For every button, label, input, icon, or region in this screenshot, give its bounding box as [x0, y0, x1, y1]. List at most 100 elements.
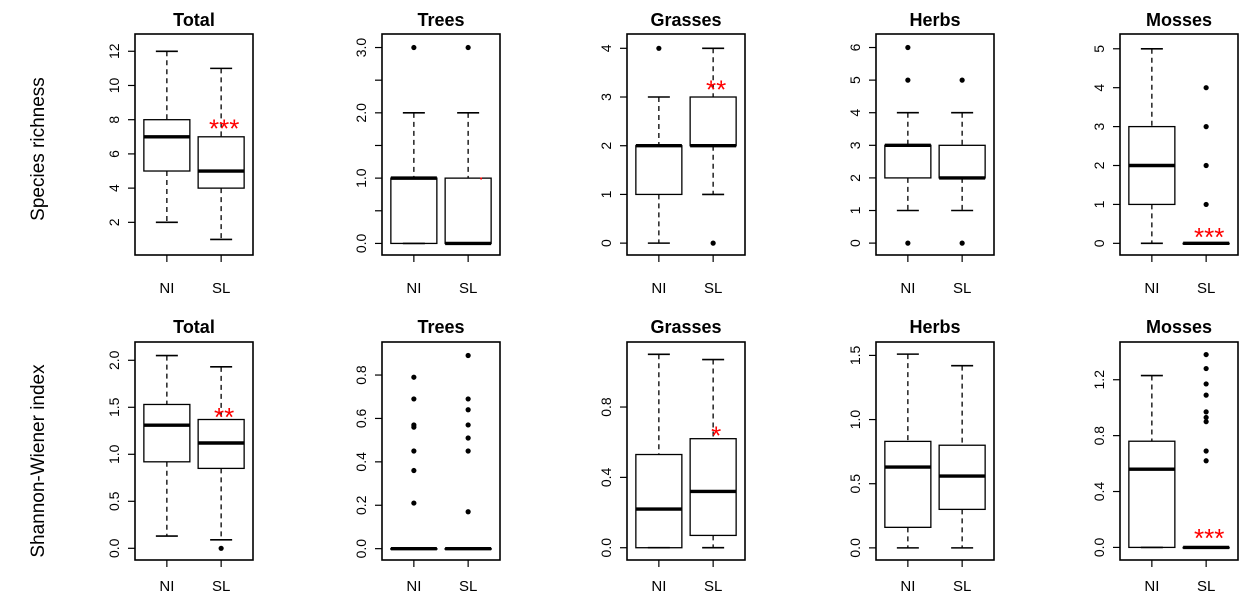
outlier-mosses-richness-sl [1203, 124, 1209, 130]
ytick-label-mosses-richness: 3 [1091, 122, 1107, 130]
category-label-total-richness-ni: NI [159, 280, 174, 297]
outlier-herbs-richness-ni [905, 44, 911, 51]
ytick-label-total-richness: 8 [106, 116, 122, 124]
category-label-herbs-richness-ni: NI [900, 280, 915, 297]
box-total-shannon-ni [143, 403, 191, 463]
ytick-label-total-shannon: 0.5 [106, 491, 122, 511]
panel-frame-mosses-richness [1119, 33, 1239, 256]
panel-title-total-shannon: Total [173, 317, 215, 337]
ytick-label-herbs-richness: 6 [847, 43, 863, 51]
outlier-mosses-shannon-sl [1203, 448, 1209, 454]
significance-marker-trees-richness-sl: . [479, 163, 484, 183]
panel-title-grasses-richness: Grasses [650, 10, 721, 30]
box-grasses-shannon-ni [635, 453, 683, 549]
ytick-label-trees-shannon: 0.8 [353, 365, 369, 385]
ytick-label-grasses-shannon: 0.0 [598, 538, 614, 558]
ytick-label-herbs-shannon: 0.5 [847, 474, 863, 494]
category-label-trees-richness-ni: NI [406, 280, 421, 297]
outlier-trees-shannon-sl [465, 407, 471, 413]
panel-frame-grasses-richness [626, 33, 746, 256]
outlier-mosses-shannon-sl [1203, 414, 1209, 421]
outlier-trees-shannon-ni [411, 448, 417, 454]
outlier-trees-shannon-sl [465, 352, 471, 359]
panel-title-grasses-shannon: Grasses [650, 317, 721, 337]
panel-frame-trees-richness [381, 33, 501, 256]
significance-marker-total-richness-sl: *** [209, 114, 239, 144]
significance-marker-grasses-shannon-sl: * [711, 420, 721, 450]
box-trees-richness-ni [390, 177, 438, 245]
ytick-label-herbs-richness: 3 [847, 141, 863, 149]
ytick-label-mosses-shannon: 0.8 [1091, 426, 1107, 446]
box-mosses-shannon-ni [1128, 440, 1176, 549]
ytick-label-trees-shannon: 0.6 [353, 409, 369, 429]
outlier-grasses-richness-ni [656, 45, 662, 51]
panel-frame-total-shannon [134, 341, 254, 561]
category-label-grasses-shannon-sl: SL [704, 578, 722, 595]
ytick-label-herbs-richness: 2 [847, 174, 863, 182]
ytick-label-total-richness: 4 [106, 184, 122, 192]
outlier-trees-shannon-ni [411, 500, 417, 506]
category-label-trees-shannon-sl: SL [459, 578, 477, 595]
outlier-herbs-richness-ni [905, 240, 911, 246]
outlier-trees-richness-sl [465, 44, 471, 51]
ytick-label-grasses-shannon: 0.8 [598, 397, 614, 417]
outlier-trees-shannon-ni [411, 467, 417, 474]
outlier-trees-shannon-sl [465, 422, 471, 428]
outlier-trees-shannon-sl [465, 448, 471, 454]
box-total-richness-ni [143, 119, 191, 172]
outlier-mosses-shannon-sl [1203, 351, 1209, 358]
category-label-mosses-richness-ni: NI [1144, 280, 1159, 297]
category-label-herbs-shannon-ni: NI [900, 578, 915, 595]
outlier-total-shannon-sl [218, 545, 224, 551]
box-trees-richness-sl [444, 177, 492, 245]
category-label-herbs-shannon-sl: SL [953, 578, 971, 595]
category-label-total-richness-sl: SL [212, 280, 230, 297]
outlier-mosses-shannon-sl [1203, 392, 1209, 398]
panel-title-mosses-shannon: Mosses [1146, 317, 1212, 337]
ytick-label-total-shannon: 0.0 [106, 538, 122, 558]
significance-marker-mosses-shannon-sl: *** [1194, 523, 1224, 553]
ytick-label-grasses-richness: 3 [598, 93, 614, 101]
panel-frame-trees-shannon [381, 341, 501, 561]
ytick-label-trees-richness: 1.0 [353, 168, 369, 188]
ytick-label-mosses-shannon: 1.2 [1091, 370, 1107, 390]
ytick-label-total-richness: 6 [106, 150, 122, 158]
category-label-mosses-shannon-sl: SL [1197, 578, 1215, 595]
ytick-label-trees-shannon: 0.0 [353, 539, 369, 559]
ytick-label-mosses-richness: 5 [1091, 45, 1107, 53]
ytick-label-trees-shannon: 0.2 [353, 495, 369, 515]
box-total-richness-sl [197, 136, 245, 189]
outlier-mosses-shannon-sl [1203, 365, 1209, 372]
category-label-grasses-shannon-ni: NI [651, 578, 666, 595]
category-label-trees-richness-sl: SL [459, 280, 477, 297]
ytick-label-total-shannon: 1.5 [106, 397, 122, 417]
outlier-trees-shannon-ni [411, 422, 417, 428]
ytick-label-grasses-richness: 4 [598, 44, 614, 52]
outlier-mosses-shannon-sl [1203, 381, 1209, 387]
panel-frame-herbs-richness [875, 33, 995, 256]
ytick-label-trees-richness: 2.0 [353, 103, 369, 123]
panel-title-total-richness: Total [173, 10, 215, 30]
panel-title-herbs-richness: Herbs [909, 10, 960, 30]
ytick-label-mosses-richness: 0 [1091, 239, 1107, 247]
box-herbs-shannon-ni [884, 440, 932, 528]
ytick-label-total-richness: 12 [106, 43, 122, 59]
ytick-label-grasses-richness: 2 [598, 142, 614, 150]
ytick-label-total-richness: 10 [106, 77, 122, 93]
ytick-label-trees-richness: 0.0 [353, 233, 369, 253]
panel-frame-mosses-shannon [1119, 341, 1239, 561]
category-label-total-shannon-ni: NI [159, 578, 174, 595]
panel-frame-herbs-shannon [875, 341, 995, 561]
category-label-grasses-richness-sl: SL [704, 280, 722, 297]
ytick-label-herbs-richness: 4 [847, 109, 863, 117]
ytick-label-total-richness: 2 [106, 218, 122, 226]
box-grasses-shannon-sl [689, 438, 737, 537]
outlier-mosses-shannon-sl [1203, 409, 1209, 415]
outlier-mosses-richness-sl [1203, 162, 1209, 169]
box-grasses-richness-sl [689, 96, 737, 147]
box-herbs-richness-sl [938, 144, 986, 179]
outlier-trees-shannon-sl [465, 435, 471, 441]
ytick-label-mosses-richness: 1 [1091, 200, 1107, 208]
outlier-mosses-shannon-sl [1203, 458, 1209, 464]
